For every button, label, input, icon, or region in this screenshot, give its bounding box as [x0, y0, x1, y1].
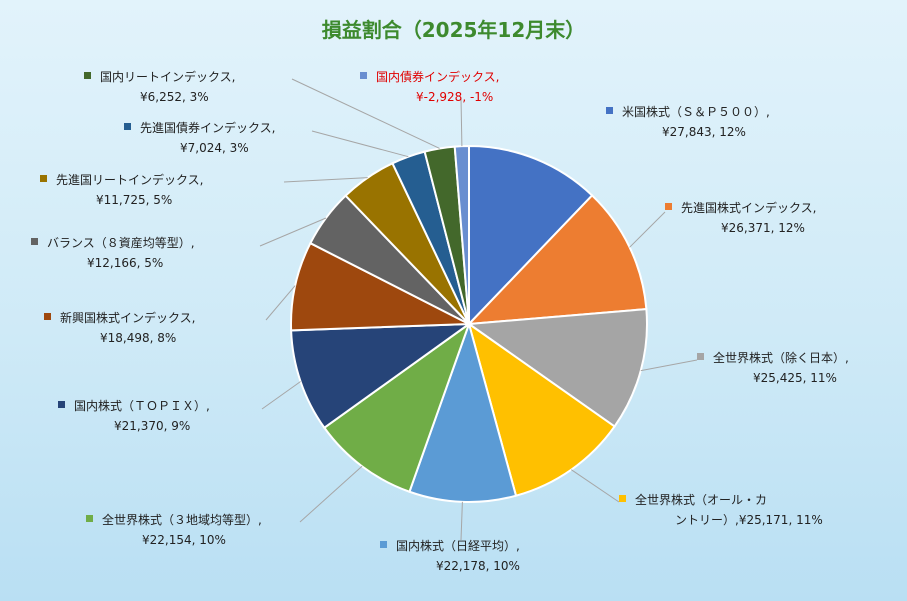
label-value-line: ¥22,154, 10%	[142, 533, 226, 547]
legend-key	[58, 401, 65, 408]
label-value-line: ¥22,178, 10%	[436, 559, 520, 573]
legend-key	[619, 495, 626, 502]
legend-key	[697, 353, 704, 360]
legend-key	[124, 123, 131, 130]
legend-key	[84, 72, 91, 79]
label-name-line: バランス（８資産均等型）,	[47, 235, 195, 250]
data-label: 国内債券インデックス, ¥-2,928, -1%	[360, 69, 499, 104]
pie-slice	[453, 144, 470, 325]
data-label: 米国株式（Ｓ＆Ｐ５００）, ¥27,843, 12%	[606, 104, 770, 139]
label-name-line: 全世界株式（除く日本）,	[713, 350, 849, 365]
data-label: 全世界株式（除く日本）, ¥25,425, 11%	[697, 350, 849, 385]
chart-title: 損益割合（2025年12月末）	[321, 18, 586, 42]
leader-line	[291, 78, 440, 149]
data-label: 先進国株式インデックス, ¥26,371, 12%	[665, 200, 816, 235]
leader-line	[261, 381, 301, 410]
data-label: 全世界株式（３地域均等型）, ¥22,154, 10%	[86, 512, 262, 547]
label-value-line: ¥7,024, 3%	[180, 141, 249, 155]
pie-slice	[467, 321, 616, 497]
label-name-line: 米国株式（Ｓ＆Ｐ５００）,	[622, 104, 770, 119]
data-label: 新興国株式インデックス, ¥18,498, 8%	[44, 310, 195, 345]
pie-slice	[468, 144, 594, 327]
label-name-line: 先進国株式インデックス,	[681, 200, 816, 215]
label-name-line: 全世界株式（３地域均等型）,	[102, 512, 262, 527]
label-value-line: ¥26,371, 12%	[721, 221, 805, 235]
legend-key	[40, 175, 47, 182]
label-name-line: 国内債券インデックス,	[376, 69, 499, 84]
legend-key	[380, 541, 387, 548]
leader-line	[311, 130, 409, 158]
data-label: 国内株式（ＴＯＰＩＸ）, ¥21,370, 9%	[58, 398, 210, 433]
label-name-line: 国内株式（日経平均）,	[396, 538, 520, 553]
leader-line	[460, 501, 463, 541]
label-value-line: ¥18,498, 8%	[100, 331, 176, 345]
label-name-line: 新興国株式インデックス,	[60, 310, 195, 325]
label-value-line: ¥11,725, 5%	[96, 193, 172, 207]
legend-key	[665, 203, 672, 210]
label-value-line: ¥25,425, 11%	[753, 371, 837, 385]
data-label: 先進国債券インデックス, ¥7,024, 3%	[124, 120, 275, 155]
label-name-line: 先進国リートインデックス,	[56, 172, 203, 187]
label-value-line: ントリー）,¥25,171, 11%	[675, 513, 823, 527]
data-label: 先進国リートインデックス, ¥11,725, 5%	[40, 172, 203, 207]
label-value-line: ¥12,166, 5%	[87, 256, 163, 270]
label-name-line: 国内リートインデックス,	[100, 69, 235, 84]
data-label: バランス（８資産均等型）, ¥12,166, 5%	[31, 235, 195, 270]
pie-slice	[290, 241, 473, 332]
leader-line	[460, 97, 463, 147]
label-name-line: 国内株式（ＴＯＰＩＸ）,	[74, 398, 210, 413]
leader-line	[265, 285, 296, 321]
label-name-line: 先進国債券インデックス,	[140, 120, 275, 135]
leader-line	[629, 211, 666, 248]
label-value-line: ¥-2,928, -1%	[416, 90, 493, 104]
legend-key	[44, 313, 51, 320]
leader-line	[640, 359, 698, 372]
data-label: 国内リートインデックス, ¥6,252, 3%	[84, 69, 235, 104]
leader-line	[571, 469, 620, 503]
legend-key	[31, 238, 38, 245]
legend-key	[606, 107, 613, 114]
label-value-line: ¥27,843, 12%	[662, 125, 746, 139]
pie-slice	[322, 321, 472, 494]
legend-key	[86, 515, 93, 522]
data-label: 国内株式（日経平均）, ¥22,178, 10%	[380, 538, 520, 573]
leader-line	[283, 177, 368, 183]
legend-key	[360, 72, 367, 79]
label-value-line: ¥6,252, 3%	[140, 90, 209, 104]
label-value-line: ¥21,370, 9%	[114, 419, 190, 433]
leader-line	[259, 217, 327, 247]
label-name-line: 全世界株式（オール・カ	[635, 492, 767, 507]
pie-slice	[408, 320, 518, 503]
leader-line	[299, 465, 363, 523]
